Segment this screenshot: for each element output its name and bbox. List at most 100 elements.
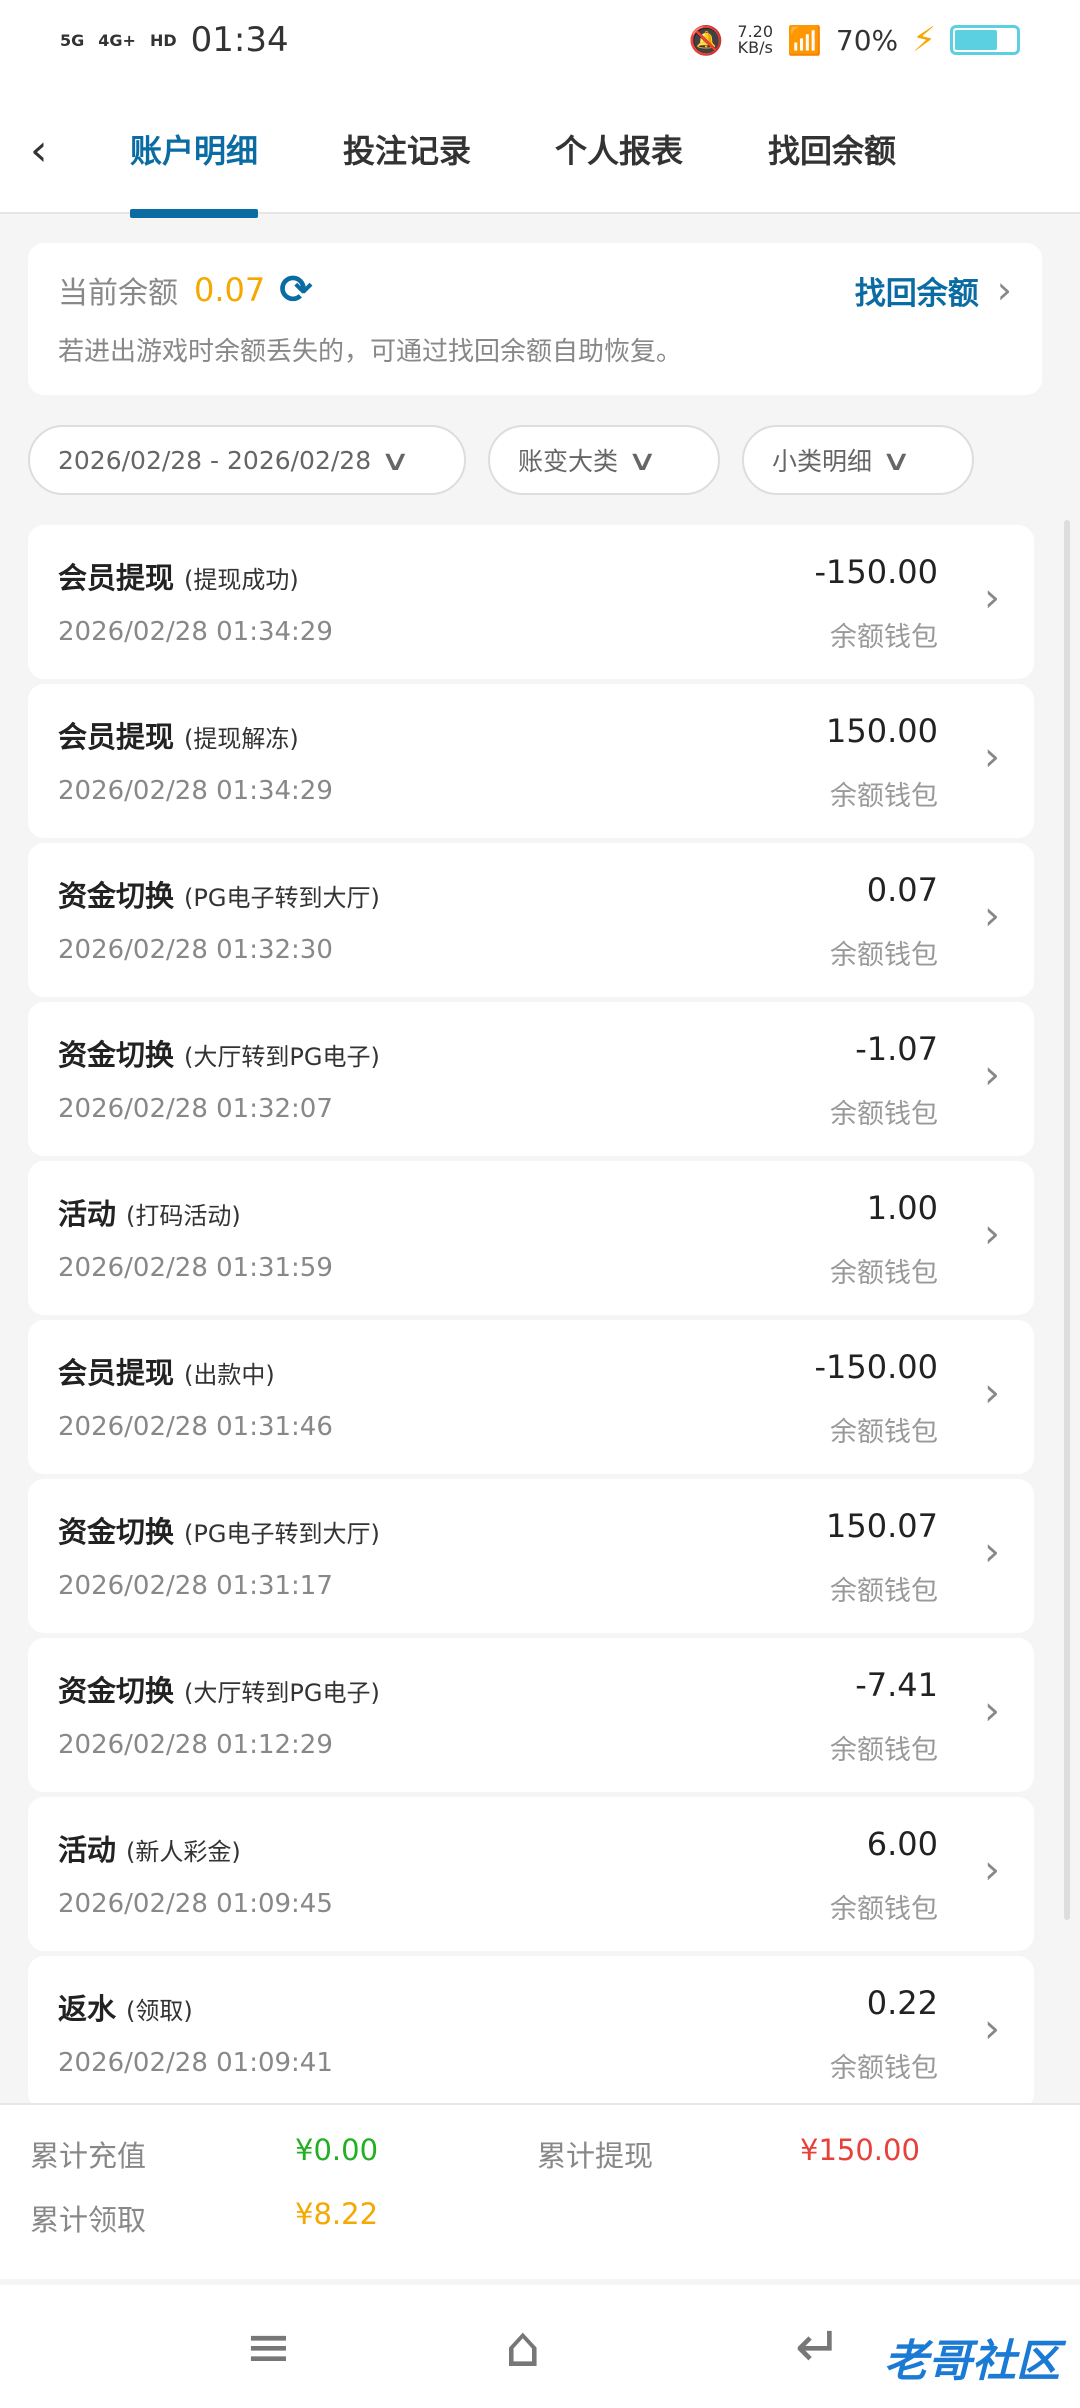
record-wallet: 余额钱包 — [830, 622, 938, 653]
record-item[interactable]: 会员提现 (提现解冻) 2026/02/28 01:34:29 150.00 余额… — [28, 684, 1034, 838]
record-subtype: (提现成功) — [184, 566, 299, 594]
chevron-down-icon: ∨ — [880, 443, 912, 477]
record-wallet: 余额钱包 — [830, 1099, 938, 1130]
balance-label: 当前余额 — [58, 276, 178, 311]
record-item[interactable]: 资金切换 (大厅转到PG电子) 2026/02/28 01:32:07 -1.07… — [28, 1002, 1034, 1156]
filter-bar: 2026/02/28 - 2026/02/28 ∨ 账变大类 ∨ 小类明细 ∨ — [28, 425, 974, 495]
record-amount: 1.00 — [866, 1189, 938, 1227]
record-type: 资金切换 (PG电子转到大厅) — [58, 873, 380, 915]
chevron-down-icon: ∨ — [626, 443, 658, 477]
back-icon[interactable]: ‹ — [30, 125, 48, 176]
record-time: 2026/02/28 01:31:17 — [58, 1571, 333, 1601]
record-item[interactable]: 活动 (新人彩金) 2026/02/28 01:09:45 6.00 余额钱包 › — [28, 1797, 1034, 1951]
record-type: 资金切换 (PG电子转到大厅) — [58, 1509, 380, 1551]
chevron-down-icon: ∨ — [379, 443, 411, 477]
tab-recover-balance[interactable]: 找回余额 — [768, 132, 897, 170]
balance-amount: 0.07 — [194, 271, 266, 309]
tab-personal-report[interactable]: 个人报表 — [555, 132, 684, 170]
record-amount: 0.22 — [866, 1984, 938, 2022]
record-type: 资金切换 (大厅转到PG电子) — [58, 1668, 380, 1710]
record-subtype: (新人彩金) — [126, 1838, 241, 1866]
record-type: 会员提现 (出款中) — [58, 1350, 275, 1392]
subcategory-value: 小类明细 — [772, 447, 873, 476]
record-type: 会员提现 (提现成功) — [58, 555, 299, 597]
record-amount: 150.00 — [826, 712, 938, 750]
chevron-right-icon: › — [984, 1847, 1000, 1893]
record-wallet: 余额钱包 — [830, 2053, 938, 2084]
chevron-right-icon: › — [984, 1211, 1000, 1257]
record-item[interactable]: 会员提现 (出款中) 2026/02/28 01:31:46 -150.00 余额… — [28, 1320, 1034, 1474]
record-item[interactable]: 会员提现 (提现成功) 2026/02/28 01:34:29 -150.00 余… — [28, 525, 1034, 679]
chevron-right-icon: › — [984, 893, 1000, 939]
record-time: 2026/02/28 01:12:29 — [58, 1730, 333, 1760]
mute-bell-icon: 🔕 — [688, 23, 724, 57]
menu-icon[interactable]: ≡ — [245, 2315, 292, 2380]
balance-hint: 若进出游戏时余额丢失的，可通过找回余额自助恢复。 — [58, 337, 683, 367]
record-item[interactable]: 资金切换 (大厅转到PG电子) 2026/02/28 01:12:29 -7.41… — [28, 1638, 1034, 1792]
record-subtype: (领取) — [126, 1997, 193, 2025]
record-type: 会员提现 (提现解冻) — [58, 714, 299, 756]
record-type-label: 活动 — [58, 1833, 117, 1867]
chevron-right-icon: › — [984, 1529, 1000, 1575]
speed-unit: KB/s — [737, 38, 773, 57]
category-filter[interactable]: 账变大类 ∨ — [488, 425, 720, 495]
chevron-right-icon: › — [984, 575, 1000, 621]
subcategory-filter[interactable]: 小类明细 ∨ — [742, 425, 974, 495]
record-type: 活动 (新人彩金) — [58, 1827, 241, 1869]
record-amount: -7.41 — [855, 1666, 938, 1704]
record-time: 2026/02/28 01:32:30 — [58, 935, 333, 965]
record-wallet: 余额钱包 — [830, 1735, 938, 1766]
record-amount: 6.00 — [866, 1825, 938, 1863]
back-nav-icon[interactable]: ↵ — [795, 2315, 842, 2380]
status-bar: 5G 4G+ HD 01:34 🔕 7.20 KB/s 📶 70% ⚡ — [0, 0, 1080, 80]
record-subtype: (PG电子转到大厅) — [184, 1520, 380, 1548]
chevron-right-icon: › — [984, 2006, 1000, 2052]
record-list: 会员提现 (提现成功) 2026/02/28 01:34:29 -150.00 余… — [28, 525, 1034, 2115]
record-subtype: (大厅转到PG电子) — [184, 1679, 380, 1707]
tab-bar: ‹ 账户明细 投注记录 个人报表 找回余额 — [0, 80, 1080, 218]
record-type-label: 活动 — [58, 1197, 117, 1231]
chevron-right-icon: › — [984, 734, 1000, 780]
record-amount: 150.07 — [826, 1507, 938, 1545]
signal-4g: 4G+ — [98, 30, 136, 50]
record-time: 2026/02/28 01:31:46 — [58, 1412, 333, 1442]
date-range-value: 2026/02/28 - 2026/02/28 — [58, 445, 372, 475]
claim-total: ¥8.22 — [295, 2197, 379, 2231]
record-subtype: (提现解冻) — [184, 725, 299, 753]
record-amount: -150.00 — [814, 1348, 938, 1386]
watermark-logo: 老哥社区 — [884, 2336, 1060, 2387]
recover-balance-link[interactable]: 找回余额 — [854, 275, 979, 312]
record-subtype: (打码活动) — [126, 1202, 241, 1230]
tab-bet-records[interactable]: 投注记录 — [343, 132, 472, 170]
date-range-filter[interactable]: 2026/02/28 - 2026/02/28 ∨ — [28, 425, 466, 495]
chevron-right-icon: › — [984, 1052, 1000, 1098]
record-wallet: 余额钱包 — [830, 1417, 938, 1448]
record-type: 活动 (打码活动) — [58, 1191, 241, 1233]
withdraw-label: 累计提现 — [537, 2139, 654, 2173]
record-time: 2026/02/28 01:31:59 — [58, 1253, 333, 1283]
record-type-label: 资金切换 — [58, 1038, 175, 1072]
speed-value: 7.20 — [737, 22, 774, 41]
record-item[interactable]: 活动 (打码活动) 2026/02/28 01:31:59 1.00 余额钱包 › — [28, 1161, 1034, 1315]
chevron-right-icon[interactable]: › — [996, 268, 1012, 312]
refresh-icon[interactable]: ⟳ — [279, 267, 313, 313]
record-time: 2026/02/28 01:34:29 — [58, 617, 333, 647]
record-item[interactable]: 返水 (领取) 2026/02/28 01:09:41 0.22 余额钱包 › — [28, 1956, 1034, 2110]
record-type-label: 返水 — [58, 1992, 117, 2026]
hd-icon: HD — [149, 30, 177, 50]
record-item[interactable]: 资金切换 (PG电子转到大厅) 2026/02/28 01:31:17 150.0… — [28, 1479, 1034, 1633]
chevron-right-icon: › — [984, 1688, 1000, 1734]
record-item[interactable]: 资金切换 (PG电子转到大厅) 2026/02/28 01:32:30 0.07 … — [28, 843, 1034, 997]
tab-account-detail[interactable]: 账户明细 — [130, 126, 259, 218]
wifi-icon: 📶 — [787, 23, 822, 57]
battery-percent: 70% — [835, 23, 899, 57]
record-amount: -150.00 — [814, 553, 938, 591]
record-wallet: 余额钱包 — [830, 781, 938, 812]
record-subtype: (大厅转到PG电子) — [184, 1043, 380, 1071]
summary-panel: 累计充值 ¥0.00 累计提现 ¥150.00 累计领取 ¥8.22 — [0, 2103, 1080, 2279]
record-amount: 0.07 — [866, 871, 938, 909]
record-type-label: 会员提现 — [58, 1356, 175, 1390]
scrollbar[interactable] — [1064, 520, 1070, 1920]
record-type: 返水 (领取) — [58, 1986, 193, 2028]
home-icon[interactable]: ⌂ — [505, 2315, 541, 2380]
